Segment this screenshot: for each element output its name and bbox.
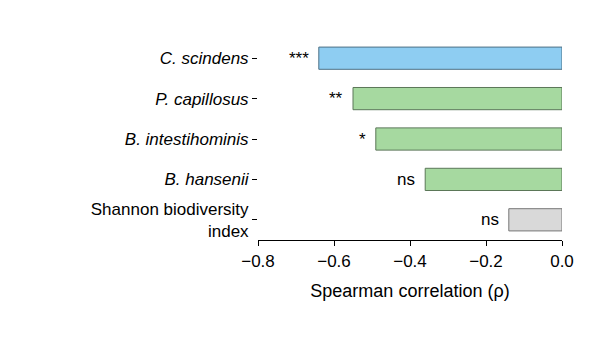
svg-text:0.0: 0.0 — [550, 252, 574, 271]
svg-text:−0.4: −0.4 — [393, 252, 427, 271]
svg-text:ns: ns — [481, 210, 499, 229]
svg-text:B. hansenii: B. hansenii — [164, 170, 249, 189]
svg-text:*: * — [359, 130, 366, 149]
svg-text:***: *** — [289, 49, 309, 68]
svg-text:C. scindens: C. scindens — [160, 49, 249, 68]
svg-text:ns: ns — [397, 170, 415, 189]
svg-text:−0.8: −0.8 — [241, 252, 275, 271]
svg-text:Spearman correlation (ρ): Spearman correlation (ρ) — [310, 281, 509, 301]
svg-text:B. intestihominis: B. intestihominis — [125, 130, 249, 149]
svg-text:Shannon biodiversityindex: Shannon biodiversityindex — [91, 200, 249, 241]
svg-text:−0.2: −0.2 — [469, 252, 503, 271]
svg-text:−0.6: −0.6 — [317, 252, 351, 271]
svg-text:**: ** — [329, 89, 343, 108]
svg-text:P. capillosus: P. capillosus — [155, 90, 249, 109]
